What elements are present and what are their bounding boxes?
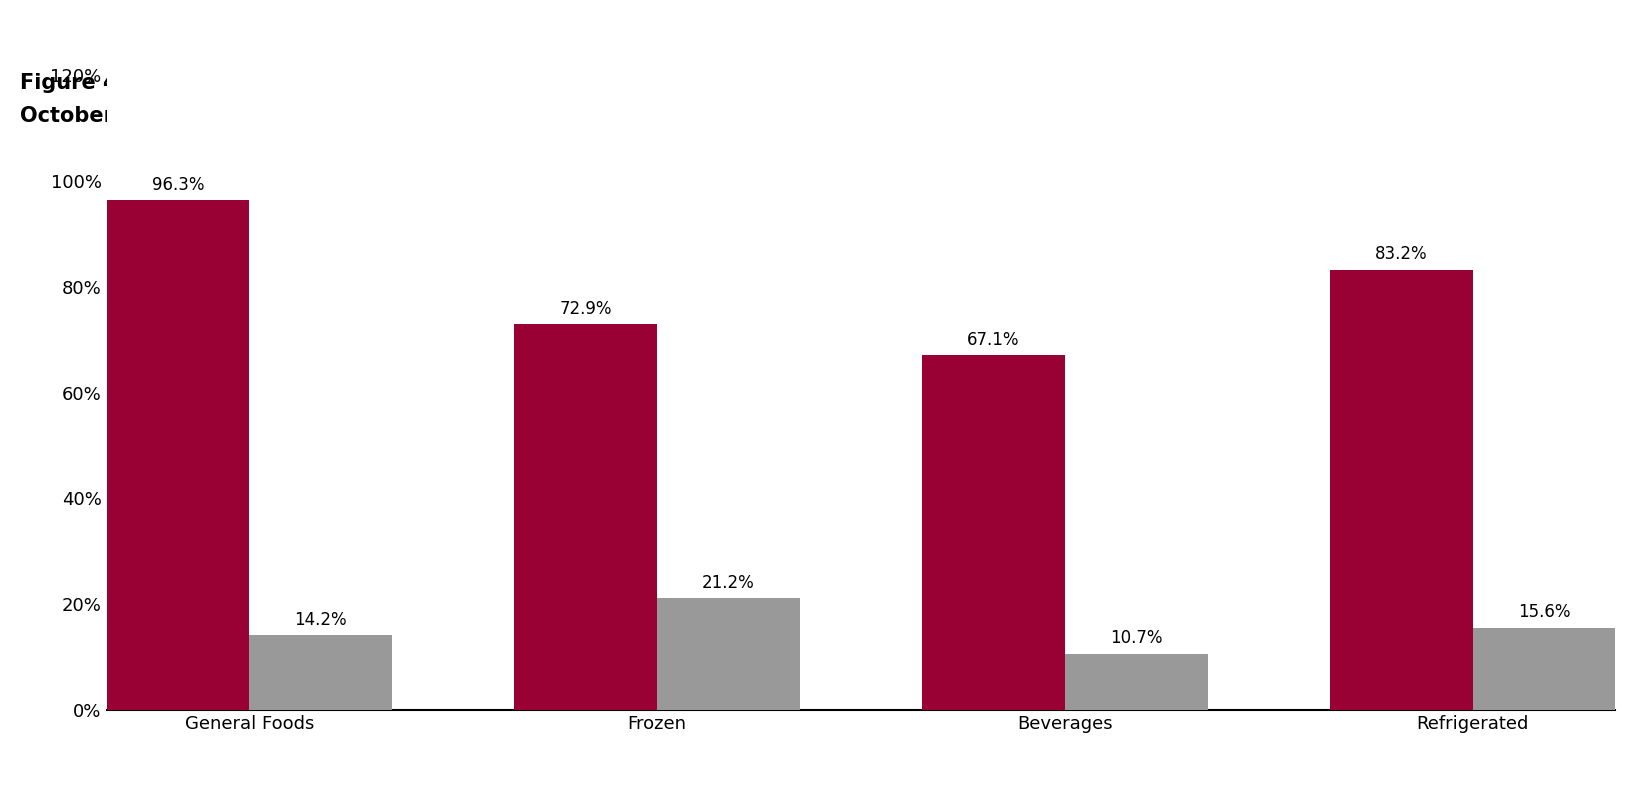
Text: 96.3%: 96.3% bbox=[152, 176, 205, 194]
Bar bbox=[249, 635, 392, 710]
Bar bbox=[921, 355, 1064, 710]
Bar bbox=[1064, 654, 1206, 710]
Bar bbox=[657, 598, 800, 710]
Text: 15.6%: 15.6% bbox=[1516, 603, 1569, 621]
Bar bbox=[1329, 270, 1472, 710]
Text: 14.2%: 14.2% bbox=[293, 611, 347, 629]
Text: 10.7%: 10.7% bbox=[1110, 629, 1162, 647]
Text: 21.2%: 21.2% bbox=[701, 574, 754, 592]
Bar bbox=[515, 324, 657, 710]
Text: Figure 4. Food & Beverage Departments: E-Commerce and Total Sales Growth, Four W: Figure 4. Food & Beverage Departments: E… bbox=[20, 73, 1177, 126]
Text: 72.9%: 72.9% bbox=[559, 300, 611, 318]
Bar bbox=[1472, 628, 1614, 710]
Text: 67.1%: 67.1% bbox=[967, 331, 1019, 349]
Text: 83.2%: 83.2% bbox=[1373, 245, 1428, 263]
Bar bbox=[107, 200, 249, 710]
